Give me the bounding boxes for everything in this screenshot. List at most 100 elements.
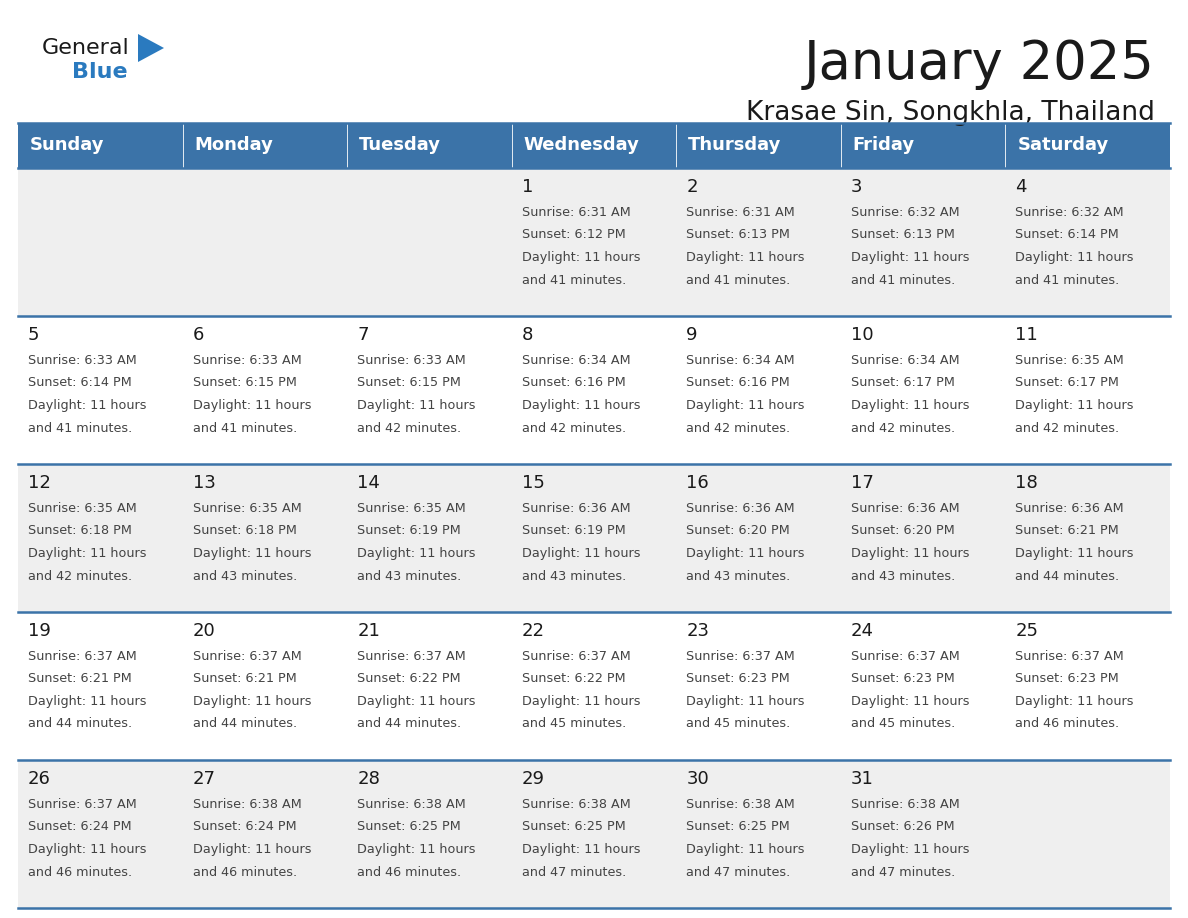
- Text: Sunrise: 6:34 AM: Sunrise: 6:34 AM: [851, 354, 960, 367]
- Bar: [512, 123, 676, 168]
- Text: Sunrise: 6:38 AM: Sunrise: 6:38 AM: [687, 798, 795, 811]
- Text: Daylight: 11 hours: Daylight: 11 hours: [522, 251, 640, 264]
- Text: Daylight: 11 hours: Daylight: 11 hours: [851, 547, 969, 560]
- Text: 10: 10: [851, 326, 873, 344]
- Text: 26: 26: [29, 770, 51, 788]
- Text: Sunrise: 6:37 AM: Sunrise: 6:37 AM: [522, 650, 631, 663]
- Text: 5: 5: [29, 326, 39, 344]
- Bar: [676, 316, 841, 464]
- Bar: [676, 612, 841, 760]
- Bar: [512, 612, 676, 760]
- Bar: [347, 168, 512, 316]
- Bar: [1005, 316, 1170, 464]
- Text: Sunset: 6:17 PM: Sunset: 6:17 PM: [851, 376, 955, 389]
- Text: Sunset: 6:20 PM: Sunset: 6:20 PM: [851, 524, 955, 538]
- Text: and 43 minutes.: and 43 minutes.: [522, 569, 626, 583]
- Text: Sunset: 6:19 PM: Sunset: 6:19 PM: [358, 524, 461, 538]
- Text: Sunrise: 6:37 AM: Sunrise: 6:37 AM: [29, 650, 137, 663]
- Text: Sunset: 6:21 PM: Sunset: 6:21 PM: [1016, 524, 1119, 538]
- Text: Sunset: 6:16 PM: Sunset: 6:16 PM: [687, 376, 790, 389]
- Text: Sunrise: 6:36 AM: Sunrise: 6:36 AM: [687, 502, 795, 515]
- Bar: [841, 760, 1005, 908]
- Text: Daylight: 11 hours: Daylight: 11 hours: [687, 695, 804, 708]
- Text: 23: 23: [687, 622, 709, 640]
- Text: and 46 minutes.: and 46 minutes.: [192, 866, 297, 879]
- Text: 7: 7: [358, 326, 368, 344]
- Text: Daylight: 11 hours: Daylight: 11 hours: [192, 695, 311, 708]
- Text: Daylight: 11 hours: Daylight: 11 hours: [687, 399, 804, 412]
- Text: Sunday: Sunday: [30, 137, 105, 154]
- Text: Sunrise: 6:31 AM: Sunrise: 6:31 AM: [522, 206, 631, 219]
- Bar: [1005, 612, 1170, 760]
- Text: Daylight: 11 hours: Daylight: 11 hours: [687, 843, 804, 856]
- Text: 8: 8: [522, 326, 533, 344]
- Text: Sunrise: 6:38 AM: Sunrise: 6:38 AM: [358, 798, 466, 811]
- Text: Sunset: 6:25 PM: Sunset: 6:25 PM: [687, 821, 790, 834]
- Text: and 43 minutes.: and 43 minutes.: [687, 569, 790, 583]
- Text: Sunset: 6:23 PM: Sunset: 6:23 PM: [851, 673, 955, 686]
- Bar: [841, 612, 1005, 760]
- Text: Daylight: 11 hours: Daylight: 11 hours: [851, 695, 969, 708]
- Text: and 46 minutes.: and 46 minutes.: [358, 866, 461, 879]
- Text: Daylight: 11 hours: Daylight: 11 hours: [358, 399, 475, 412]
- Bar: [18, 760, 183, 908]
- Text: and 42 minutes.: and 42 minutes.: [358, 421, 461, 434]
- Bar: [183, 760, 347, 908]
- Text: Sunset: 6:26 PM: Sunset: 6:26 PM: [851, 821, 954, 834]
- Text: and 41 minutes.: and 41 minutes.: [29, 421, 132, 434]
- Text: Sunset: 6:23 PM: Sunset: 6:23 PM: [1016, 673, 1119, 686]
- Bar: [183, 316, 347, 464]
- Text: 6: 6: [192, 326, 204, 344]
- Text: Daylight: 11 hours: Daylight: 11 hours: [1016, 547, 1133, 560]
- Text: 2: 2: [687, 178, 697, 196]
- Text: Friday: Friday: [853, 137, 915, 154]
- Text: Daylight: 11 hours: Daylight: 11 hours: [851, 843, 969, 856]
- Text: Sunset: 6:24 PM: Sunset: 6:24 PM: [192, 821, 296, 834]
- Text: Sunset: 6:20 PM: Sunset: 6:20 PM: [687, 524, 790, 538]
- Text: Daylight: 11 hours: Daylight: 11 hours: [522, 547, 640, 560]
- Text: Sunrise: 6:35 AM: Sunrise: 6:35 AM: [358, 502, 466, 515]
- Text: 15: 15: [522, 474, 544, 492]
- Text: Sunset: 6:23 PM: Sunset: 6:23 PM: [687, 673, 790, 686]
- Text: Sunrise: 6:35 AM: Sunrise: 6:35 AM: [29, 502, 137, 515]
- Bar: [1005, 168, 1170, 316]
- Text: Sunrise: 6:38 AM: Sunrise: 6:38 AM: [851, 798, 960, 811]
- Text: 21: 21: [358, 622, 380, 640]
- Text: Sunset: 6:17 PM: Sunset: 6:17 PM: [1016, 376, 1119, 389]
- Text: 12: 12: [29, 474, 51, 492]
- Text: Blue: Blue: [72, 62, 127, 82]
- Text: Daylight: 11 hours: Daylight: 11 hours: [29, 843, 146, 856]
- Bar: [512, 760, 676, 908]
- Text: Daylight: 11 hours: Daylight: 11 hours: [1016, 399, 1133, 412]
- Text: and 43 minutes.: and 43 minutes.: [192, 569, 297, 583]
- Bar: [18, 612, 183, 760]
- Text: and 46 minutes.: and 46 minutes.: [1016, 718, 1119, 731]
- Text: and 46 minutes.: and 46 minutes.: [29, 866, 132, 879]
- Text: Sunset: 6:24 PM: Sunset: 6:24 PM: [29, 821, 132, 834]
- Text: 31: 31: [851, 770, 873, 788]
- Text: and 45 minutes.: and 45 minutes.: [851, 718, 955, 731]
- Text: 14: 14: [358, 474, 380, 492]
- Bar: [676, 168, 841, 316]
- Text: 25: 25: [1016, 622, 1038, 640]
- Text: Daylight: 11 hours: Daylight: 11 hours: [358, 843, 475, 856]
- Bar: [347, 760, 512, 908]
- Text: Sunset: 6:25 PM: Sunset: 6:25 PM: [522, 821, 625, 834]
- Text: Sunrise: 6:34 AM: Sunrise: 6:34 AM: [687, 354, 795, 367]
- Text: Daylight: 11 hours: Daylight: 11 hours: [522, 843, 640, 856]
- Text: and 42 minutes.: and 42 minutes.: [851, 421, 955, 434]
- Bar: [841, 123, 1005, 168]
- Text: Sunset: 6:15 PM: Sunset: 6:15 PM: [358, 376, 461, 389]
- Text: 1: 1: [522, 178, 533, 196]
- Text: Sunrise: 6:33 AM: Sunrise: 6:33 AM: [29, 354, 137, 367]
- Text: Sunset: 6:16 PM: Sunset: 6:16 PM: [522, 376, 625, 389]
- Text: 4: 4: [1016, 178, 1026, 196]
- Text: Sunrise: 6:37 AM: Sunrise: 6:37 AM: [192, 650, 302, 663]
- Text: Sunrise: 6:36 AM: Sunrise: 6:36 AM: [1016, 502, 1124, 515]
- Text: Sunrise: 6:36 AM: Sunrise: 6:36 AM: [851, 502, 960, 515]
- Bar: [347, 123, 512, 168]
- Text: and 41 minutes.: and 41 minutes.: [522, 274, 626, 286]
- Bar: [183, 612, 347, 760]
- Text: 17: 17: [851, 474, 873, 492]
- Text: and 47 minutes.: and 47 minutes.: [687, 866, 790, 879]
